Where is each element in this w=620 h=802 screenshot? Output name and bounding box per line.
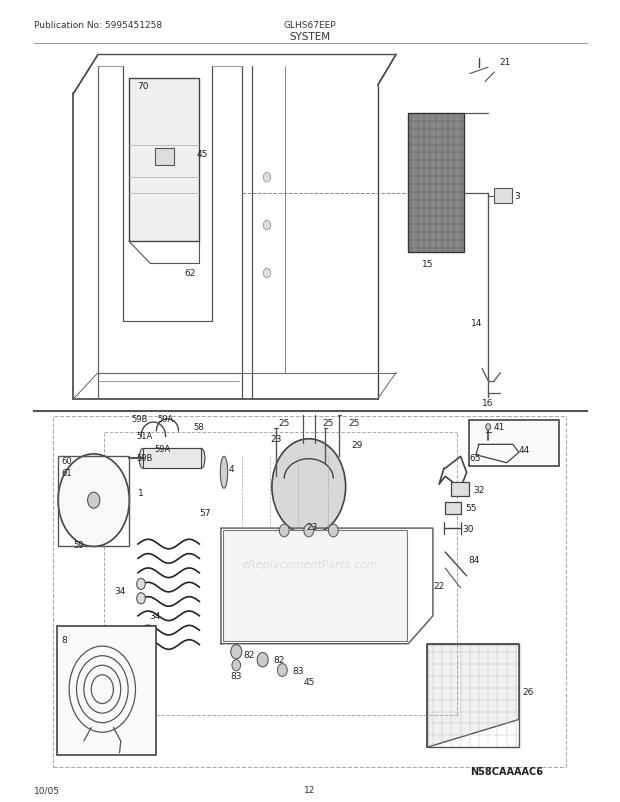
Text: 30: 30 (463, 524, 474, 533)
Polygon shape (99, 467, 114, 500)
Text: 59B: 59B (132, 414, 148, 423)
Text: 34: 34 (149, 612, 161, 621)
Bar (445, 502, 461, 514)
Circle shape (264, 221, 271, 230)
Text: 1: 1 (138, 488, 144, 497)
Text: 45: 45 (304, 677, 315, 686)
Text: N58CAAAAC6: N58CAAAAC6 (470, 767, 543, 776)
Text: 62: 62 (184, 269, 195, 278)
Text: 41: 41 (493, 422, 505, 431)
Text: 12: 12 (304, 785, 316, 794)
Text: 59A: 59A (154, 444, 170, 453)
Text: 45: 45 (197, 150, 208, 159)
Text: 59B: 59B (137, 454, 153, 463)
Bar (129, 79, 200, 241)
Polygon shape (476, 445, 519, 463)
Bar (494, 189, 512, 204)
Text: 23: 23 (271, 435, 282, 444)
Circle shape (279, 525, 289, 537)
Text: 25: 25 (322, 419, 334, 427)
Text: 57: 57 (200, 508, 211, 517)
Text: 55: 55 (465, 503, 476, 512)
Circle shape (277, 664, 287, 677)
Text: eReplacementParts.com: eReplacementParts.com (242, 559, 378, 569)
Ellipse shape (322, 583, 335, 609)
Text: 34: 34 (114, 586, 126, 595)
Ellipse shape (264, 595, 277, 621)
Text: 82: 82 (244, 650, 255, 658)
Ellipse shape (322, 556, 335, 581)
Text: 23: 23 (306, 522, 317, 532)
Ellipse shape (198, 449, 205, 468)
Text: 58: 58 (193, 422, 204, 431)
Polygon shape (73, 500, 89, 535)
Text: 82: 82 (273, 655, 285, 664)
Ellipse shape (139, 449, 146, 468)
Text: 15: 15 (422, 260, 434, 269)
Text: 60: 60 (61, 456, 72, 465)
Text: 26: 26 (522, 687, 533, 696)
Text: 84: 84 (469, 556, 480, 565)
Text: 22: 22 (433, 581, 444, 590)
Bar (427, 644, 519, 747)
Bar (451, 482, 469, 496)
Circle shape (137, 578, 145, 589)
Text: 4: 4 (229, 464, 234, 473)
Text: 25: 25 (278, 419, 290, 427)
Circle shape (232, 660, 241, 671)
Text: 65: 65 (470, 454, 481, 463)
Text: 51A: 51A (137, 431, 153, 440)
Circle shape (58, 455, 130, 547)
Text: 83: 83 (230, 671, 242, 680)
Bar (155, 148, 174, 166)
Ellipse shape (220, 457, 228, 488)
Circle shape (272, 439, 345, 535)
Text: GLHS67EEP: GLHS67EEP (284, 21, 336, 30)
Text: 10/05: 10/05 (33, 785, 60, 794)
Circle shape (485, 424, 490, 431)
Circle shape (264, 173, 271, 183)
Circle shape (264, 269, 271, 278)
Text: 59: 59 (73, 540, 84, 549)
Text: 59A: 59A (157, 414, 174, 423)
Text: Publication No: 5995451258: Publication No: 5995451258 (33, 21, 162, 30)
Bar (223, 530, 407, 642)
Bar (58, 456, 129, 546)
Circle shape (304, 525, 314, 537)
Circle shape (257, 653, 268, 667)
Ellipse shape (264, 548, 277, 573)
Ellipse shape (291, 587, 304, 613)
Text: 21: 21 (499, 58, 511, 67)
Text: 3: 3 (514, 192, 520, 200)
Polygon shape (94, 507, 120, 527)
Ellipse shape (236, 548, 249, 573)
Bar (409, 113, 464, 253)
Bar (143, 449, 202, 468)
Ellipse shape (352, 583, 366, 609)
Bar (57, 626, 156, 755)
Circle shape (137, 593, 145, 604)
Polygon shape (427, 644, 519, 747)
Text: SYSTEM: SYSTEM (290, 32, 330, 42)
Ellipse shape (377, 579, 391, 605)
Circle shape (231, 645, 242, 659)
Bar (469, 420, 559, 466)
Text: 61: 61 (61, 468, 72, 477)
Ellipse shape (236, 595, 249, 621)
Text: 70: 70 (137, 82, 148, 91)
Text: 14: 14 (471, 318, 482, 327)
Bar (53, 417, 566, 768)
Text: 25: 25 (348, 419, 360, 427)
Text: 83: 83 (293, 666, 304, 674)
Ellipse shape (291, 552, 304, 577)
Text: 29: 29 (352, 440, 363, 449)
Circle shape (329, 525, 339, 537)
Text: 16: 16 (482, 398, 494, 407)
Circle shape (87, 492, 100, 508)
Polygon shape (68, 474, 94, 494)
Text: 8: 8 (61, 635, 67, 645)
Text: 44: 44 (519, 446, 530, 455)
Text: 32: 32 (473, 486, 484, 495)
